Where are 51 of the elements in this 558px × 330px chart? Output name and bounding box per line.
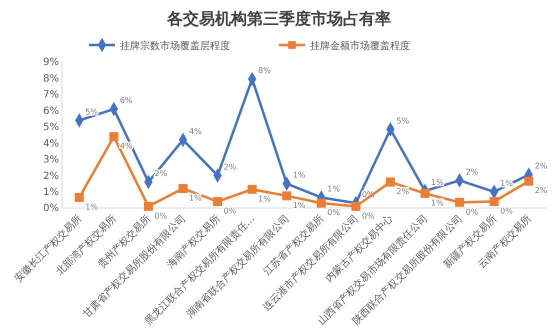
point — [524, 176, 534, 186]
data-label: 1% — [431, 178, 444, 187]
point — [490, 197, 499, 206]
data-label: 0% — [362, 211, 375, 220]
data-label: 2% — [466, 167, 479, 176]
chart-title: 各交易机构第三季度市场占有率 — [166, 9, 391, 28]
y-tick-label: 3% — [43, 154, 59, 166]
data-label: 1% — [85, 202, 98, 212]
point — [213, 197, 222, 206]
y-tick-label: 4% — [43, 138, 59, 150]
data-label: 8% — [258, 66, 272, 76]
data-label: 0% — [224, 206, 237, 216]
data-label: 2% — [224, 162, 237, 172]
point — [109, 132, 118, 142]
data-label: 1% — [258, 194, 272, 204]
data-label: 1% — [292, 200, 306, 210]
data-label: 4% — [189, 126, 202, 136]
y-tick-label: 2% — [43, 170, 59, 182]
point — [420, 188, 430, 198]
y-tick-label: 5% — [43, 122, 59, 134]
data-label: 1% — [292, 170, 306, 180]
point — [455, 198, 464, 207]
y-tick-label: 1% — [43, 186, 59, 198]
data-label: 5% — [396, 116, 410, 126]
data-label: 2% — [396, 187, 410, 196]
legend-label: 挂牌宗数市场覆盖层程度 — [120, 40, 230, 52]
point — [351, 202, 360, 211]
y-tick-label: 0% — [43, 203, 59, 214]
y-tick-label: 7% — [43, 90, 59, 101]
legend-label: 挂牌金额市场覆盖程度 — [310, 40, 410, 52]
point — [144, 202, 153, 211]
point — [74, 192, 84, 202]
data-label: 6% — [120, 96, 133, 106]
data-label: 0% — [500, 206, 514, 216]
data-label: 1% — [327, 184, 340, 194]
data-label: 0% — [327, 208, 340, 218]
data-label: 5% — [85, 107, 98, 116]
data-label: 0% — [154, 211, 168, 220]
point — [316, 198, 326, 208]
point — [386, 178, 395, 187]
data-label: 2% — [534, 186, 548, 196]
data-label: 2% — [534, 162, 548, 171]
data-label: 1% — [189, 194, 202, 203]
point — [248, 184, 257, 194]
data-label: 0% — [466, 207, 479, 216]
data-label: 1% — [431, 198, 444, 208]
y-tick-label: 9% — [43, 57, 59, 68]
y-tick-label: 6% — [43, 106, 59, 117]
y-tick-label: 8% — [43, 73, 59, 84]
point — [178, 184, 188, 194]
point — [282, 191, 292, 200]
